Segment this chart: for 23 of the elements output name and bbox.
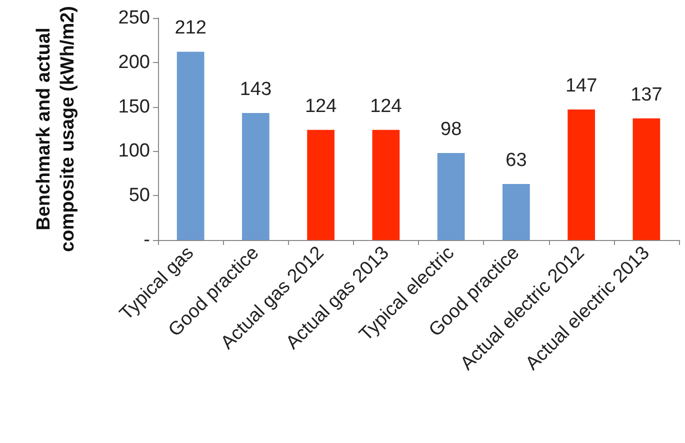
data-label: 212 (174, 18, 206, 39)
bar (568, 109, 595, 240)
data-label: 98 (440, 118, 462, 140)
bar (502, 184, 530, 240)
y-tick-label: 250 (118, 8, 150, 28)
y-tick-label: 100 (118, 140, 150, 162)
y-tick-label: 200 (118, 52, 150, 73)
y-axis-title: Benchmark and actual composite usage (kWh/m2) (34, 6, 78, 252)
data-label: 147 (565, 75, 598, 96)
bar (372, 130, 400, 240)
bar (242, 113, 270, 240)
y-tick-label: 50 (128, 185, 150, 206)
data-label: 137 (630, 84, 662, 106)
data-label: 143 (240, 79, 272, 100)
data-label: 124 (370, 96, 402, 117)
bar (176, 52, 204, 240)
bar (307, 130, 334, 240)
y-tick-label: - (144, 230, 150, 250)
data-label: 63 (506, 150, 527, 172)
bar (437, 152, 465, 240)
bar (632, 118, 660, 240)
data-label: 124 (304, 96, 338, 117)
y-tick-label: 150 (118, 96, 150, 118)
